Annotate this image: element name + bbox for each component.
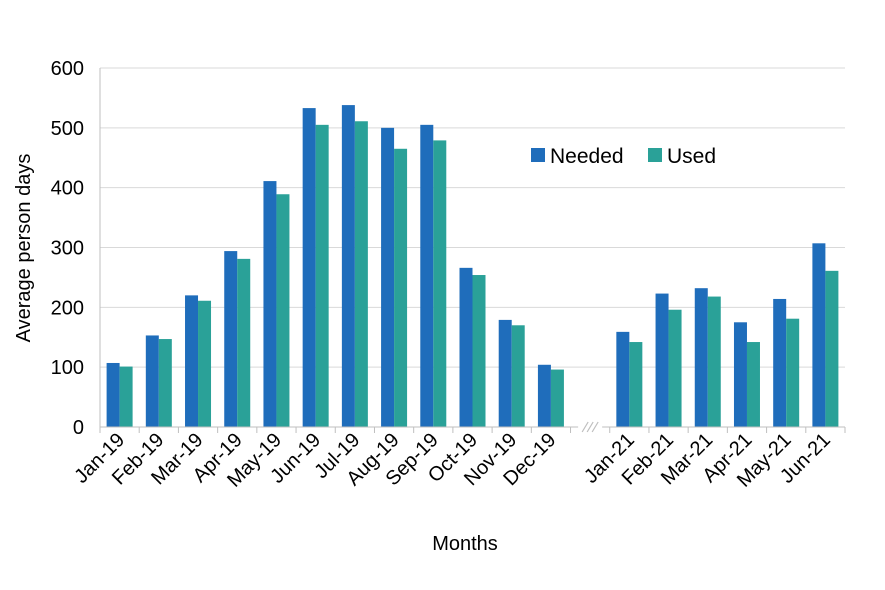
bar-needed-jan-21 [616, 331, 630, 427]
bar-needed-mar-19 [185, 295, 199, 427]
bar-used-nov-19 [511, 325, 525, 427]
legend-label-used: Used [667, 145, 716, 168]
gridlines [100, 67, 845, 368]
y-axis-title: Average person days [13, 154, 35, 343]
legend-swatch-used [648, 148, 662, 162]
bar-needed-oct-19 [459, 267, 473, 427]
bar-needed-apr-21 [733, 322, 747, 427]
bar-needed-feb-21 [655, 293, 669, 427]
x-tick-labels: Jan-19Feb-19Mar-19Apr-19May-19Jun-19Jul-… [70, 429, 835, 492]
bar-needed-jun-21 [812, 243, 826, 427]
bar-used-apr-19 [237, 258, 251, 427]
bar-needed-dec-19 [537, 364, 551, 427]
axis-break-slash-0 [581, 421, 589, 433]
bar-needed-may-19 [263, 181, 277, 427]
y-tick-400: 400 [51, 178, 84, 200]
legend-swatch-needed [531, 148, 545, 162]
y-tick-labels: 0 100 200 300 400 500 600 [51, 58, 84, 439]
bar-needed-aug-19 [381, 127, 395, 427]
axis-break-slash-1 [586, 421, 594, 433]
bar-used-jun-19 [315, 124, 329, 427]
bar-used-mar-21 [707, 296, 721, 427]
bar-used-may-21 [786, 318, 800, 427]
bar-used-aug-19 [394, 148, 408, 427]
y-tick-0: 0 [73, 417, 84, 439]
bar-used-jun-21 [825, 270, 839, 427]
bar-needed-jun-19 [302, 108, 316, 428]
bar-needed-jan-19 [106, 362, 120, 427]
bar-needed-apr-19 [224, 251, 238, 427]
bar-needed-feb-19 [145, 335, 159, 427]
axis-break-slash-2 [591, 421, 599, 433]
axes [99, 68, 846, 433]
bar-needed-may-21 [773, 298, 787, 427]
bar-used-dec-19 [550, 369, 564, 427]
bar-needed-jul-19 [341, 105, 355, 427]
y-tick-500: 500 [51, 118, 84, 140]
bar-used-jan-21 [629, 342, 643, 427]
y-tick-600: 600 [51, 58, 84, 80]
bar-used-oct-19 [472, 275, 486, 427]
bar-used-jul-19 [354, 121, 368, 428]
bar-needed-sep-19 [420, 124, 434, 427]
y-tick-200: 200 [51, 297, 84, 319]
bar-needed-mar-21 [694, 288, 708, 427]
bar-used-mar-19 [198, 300, 212, 427]
bar-used-may-19 [276, 194, 290, 427]
axis-break-marker [578, 421, 603, 433]
bar-used-feb-19 [158, 339, 172, 427]
y-tick-300: 300 [51, 238, 84, 260]
bar-used-jan-19 [119, 366, 133, 427]
legend: Needed Used [531, 145, 716, 168]
bar-used-apr-21 [746, 342, 760, 427]
y-tick-100: 100 [51, 357, 84, 379]
legend-label-needed: Needed [550, 145, 624, 168]
x-axis-title: Months [432, 533, 498, 555]
bar-used-sep-19 [433, 140, 447, 428]
bar-used-feb-21 [668, 309, 682, 427]
bars [106, 105, 839, 428]
bar-needed-nov-19 [498, 319, 512, 427]
